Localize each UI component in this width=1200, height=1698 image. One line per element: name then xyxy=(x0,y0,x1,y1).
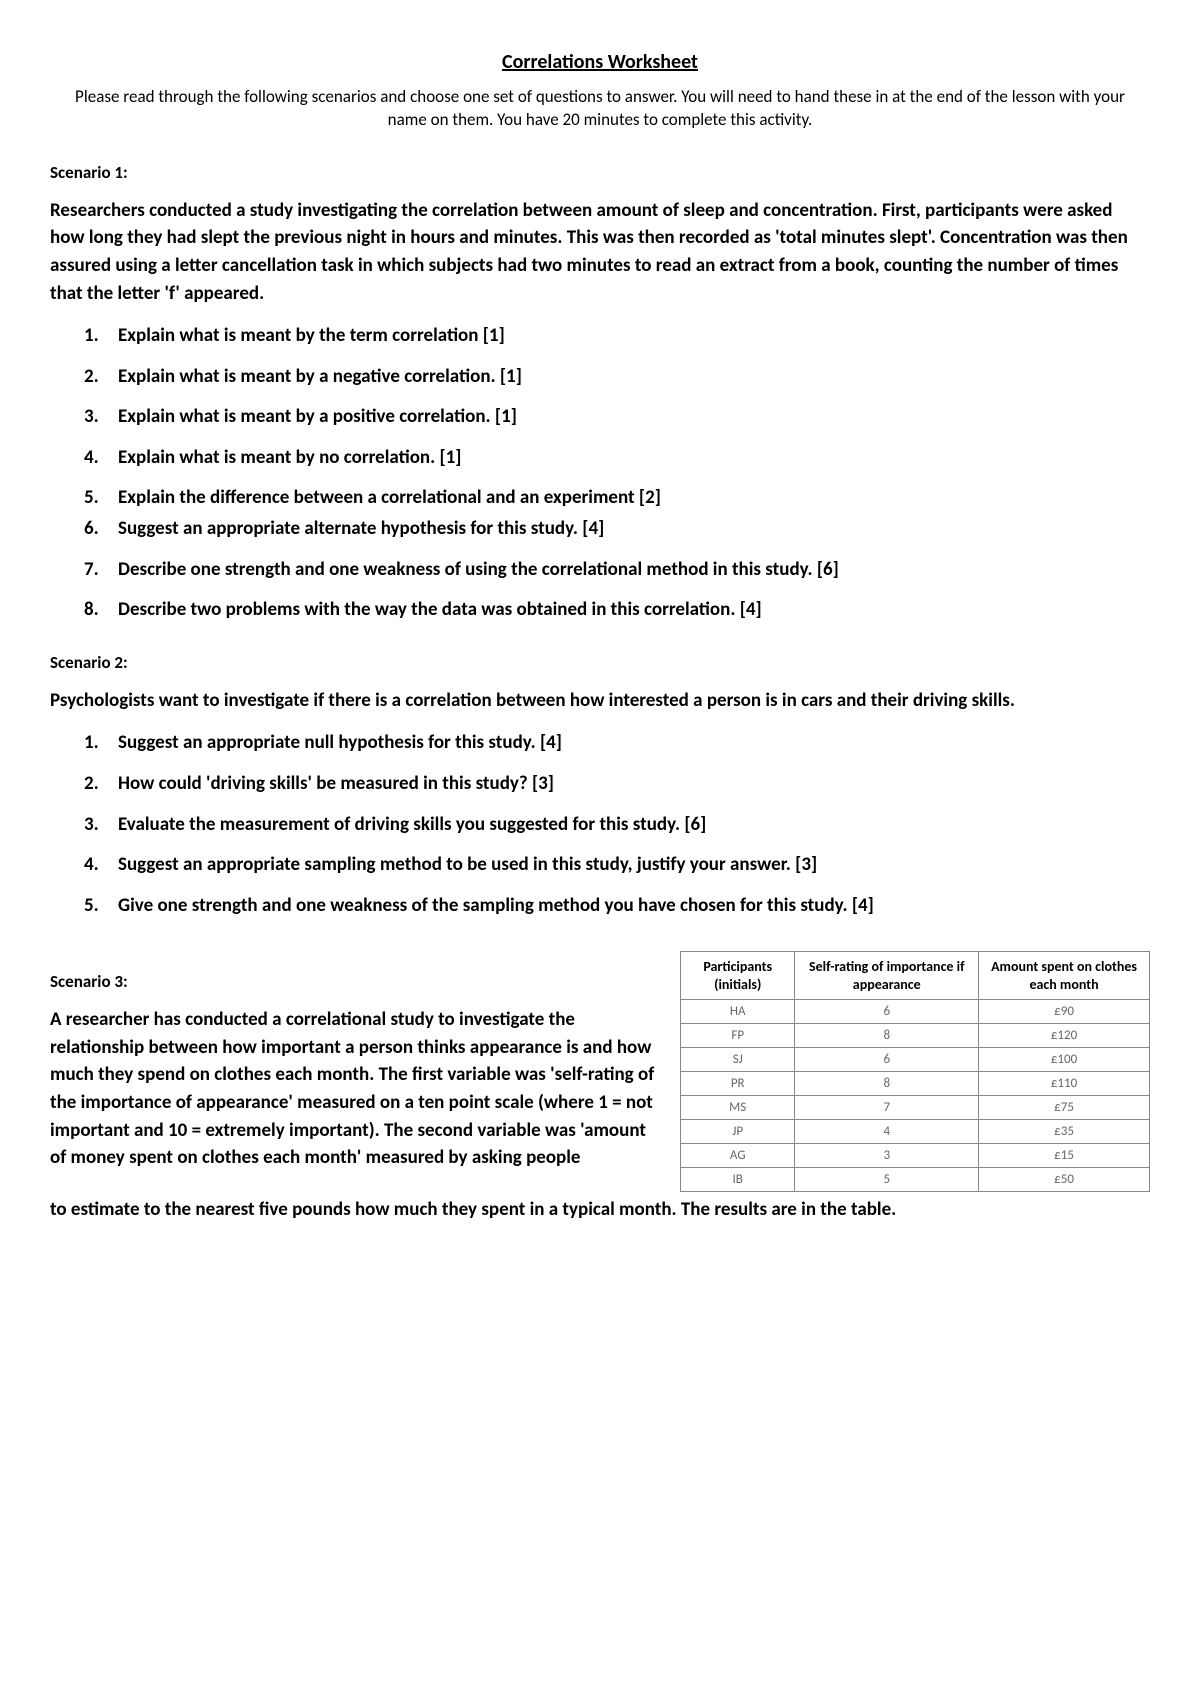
table-cell: £100 xyxy=(979,1048,1150,1072)
table-row: FP 8 £120 xyxy=(681,1024,1150,1048)
scenario2-description: Psychologists want to investigate if the… xyxy=(50,687,1150,715)
table-row: JP 4 £35 xyxy=(681,1120,1150,1144)
table-row: HA 6 £90 xyxy=(681,1000,1150,1024)
table-cell: £15 xyxy=(979,1144,1150,1168)
table-cell: 6 xyxy=(795,1000,979,1024)
table-cell: IB xyxy=(681,1168,795,1192)
table-cell: 7 xyxy=(795,1096,979,1120)
table-cell: 5 xyxy=(795,1168,979,1192)
table-cell: SJ xyxy=(681,1048,795,1072)
scenario3-label: Scenario 3: xyxy=(50,971,660,992)
scenario3-description-part1: A researcher has conducted a correlation… xyxy=(50,1006,660,1171)
table-cell: 4 xyxy=(795,1120,979,1144)
table-cell: FP xyxy=(681,1024,795,1048)
scenario2-label: Scenario 2: xyxy=(50,652,1150,673)
table-header-row: Participants (initials) Self-rating of i… xyxy=(681,952,1150,1000)
scenario2-questions: Suggest an appropriate null hypothesis f… xyxy=(50,730,1150,919)
scenario3-text-column: Scenario 3: A researcher has conducted a… xyxy=(50,947,660,1171)
table-cell: £110 xyxy=(979,1072,1150,1096)
scenario1-q4: Explain what is meant by no correlation.… xyxy=(118,445,1150,472)
scenario2-q4: Suggest an appropriate sampling method t… xyxy=(118,852,1150,879)
worksheet-page: Correlations Worksheet Please read throu… xyxy=(0,0,1200,1698)
table-cell: 3 xyxy=(795,1144,979,1168)
scenario1-label: Scenario 1: xyxy=(50,162,1150,183)
worksheet-instructions: Please read through the following scenar… xyxy=(60,86,1140,132)
table-row: PR 8 £110 xyxy=(681,1072,1150,1096)
scenario1-q6: Suggest an appropriate alternate hypothe… xyxy=(118,516,1150,543)
scenario3-wrap: Scenario 3: A researcher has conducted a… xyxy=(50,947,1150,1192)
scenario2-q1: Suggest an appropriate null hypothesis f… xyxy=(118,730,1150,757)
table-cell: AG xyxy=(681,1144,795,1168)
table-cell: 6 xyxy=(795,1048,979,1072)
table-cell: 8 xyxy=(795,1024,979,1048)
table-cell: £50 xyxy=(979,1168,1150,1192)
scenario1-description: Researchers conducted a study investigat… xyxy=(50,197,1150,307)
scenario2-q2: How could 'driving skills' be measured i… xyxy=(118,771,1150,798)
table-cell: 8 xyxy=(795,1072,979,1096)
table-header-amount: Amount spent on clothes each month xyxy=(979,952,1150,1000)
scenario1-q1: Explain what is meant by the term correl… xyxy=(118,323,1150,350)
table-header-participants: Participants (initials) xyxy=(681,952,795,1000)
table-cell: JP xyxy=(681,1120,795,1144)
table-cell: £120 xyxy=(979,1024,1150,1048)
scenario1-q2: Explain what is meant by a negative corr… xyxy=(118,364,1150,391)
table-cell: £90 xyxy=(979,1000,1150,1024)
table-header-rating: Self-rating of importance if appearance xyxy=(795,952,979,1000)
scenario3-data-table: Participants (initials) Self-rating of i… xyxy=(680,951,1150,1192)
scenario2-q3: Evaluate the measurement of driving skil… xyxy=(118,812,1150,839)
scenario2-q5: Give one strength and one weakness of th… xyxy=(118,893,1150,920)
worksheet-title: Correlations Worksheet xyxy=(50,50,1150,74)
table-cell: MS xyxy=(681,1096,795,1120)
table-cell: £35 xyxy=(979,1120,1150,1144)
scenario1-q5: Explain the difference between a correla… xyxy=(118,485,1150,512)
table-cell: HA xyxy=(681,1000,795,1024)
table-cell: PR xyxy=(681,1072,795,1096)
table-row: SJ 6 £100 xyxy=(681,1048,1150,1072)
table-cell: £75 xyxy=(979,1096,1150,1120)
table-row: MS 7 £75 xyxy=(681,1096,1150,1120)
table-row: AG 3 £15 xyxy=(681,1144,1150,1168)
table-row: IB 5 £50 xyxy=(681,1168,1150,1192)
scenario1-q3: Explain what is meant by a positive corr… xyxy=(118,404,1150,431)
scenario1-questions: Explain what is meant by the term correl… xyxy=(50,323,1150,624)
scenario1-q7: Describe one strength and one weakness o… xyxy=(118,557,1150,584)
scenario3-description-part2: to estimate to the nearest five pounds h… xyxy=(50,1196,1150,1224)
scenario1-q8: Describe two problems with the way the d… xyxy=(118,597,1150,624)
